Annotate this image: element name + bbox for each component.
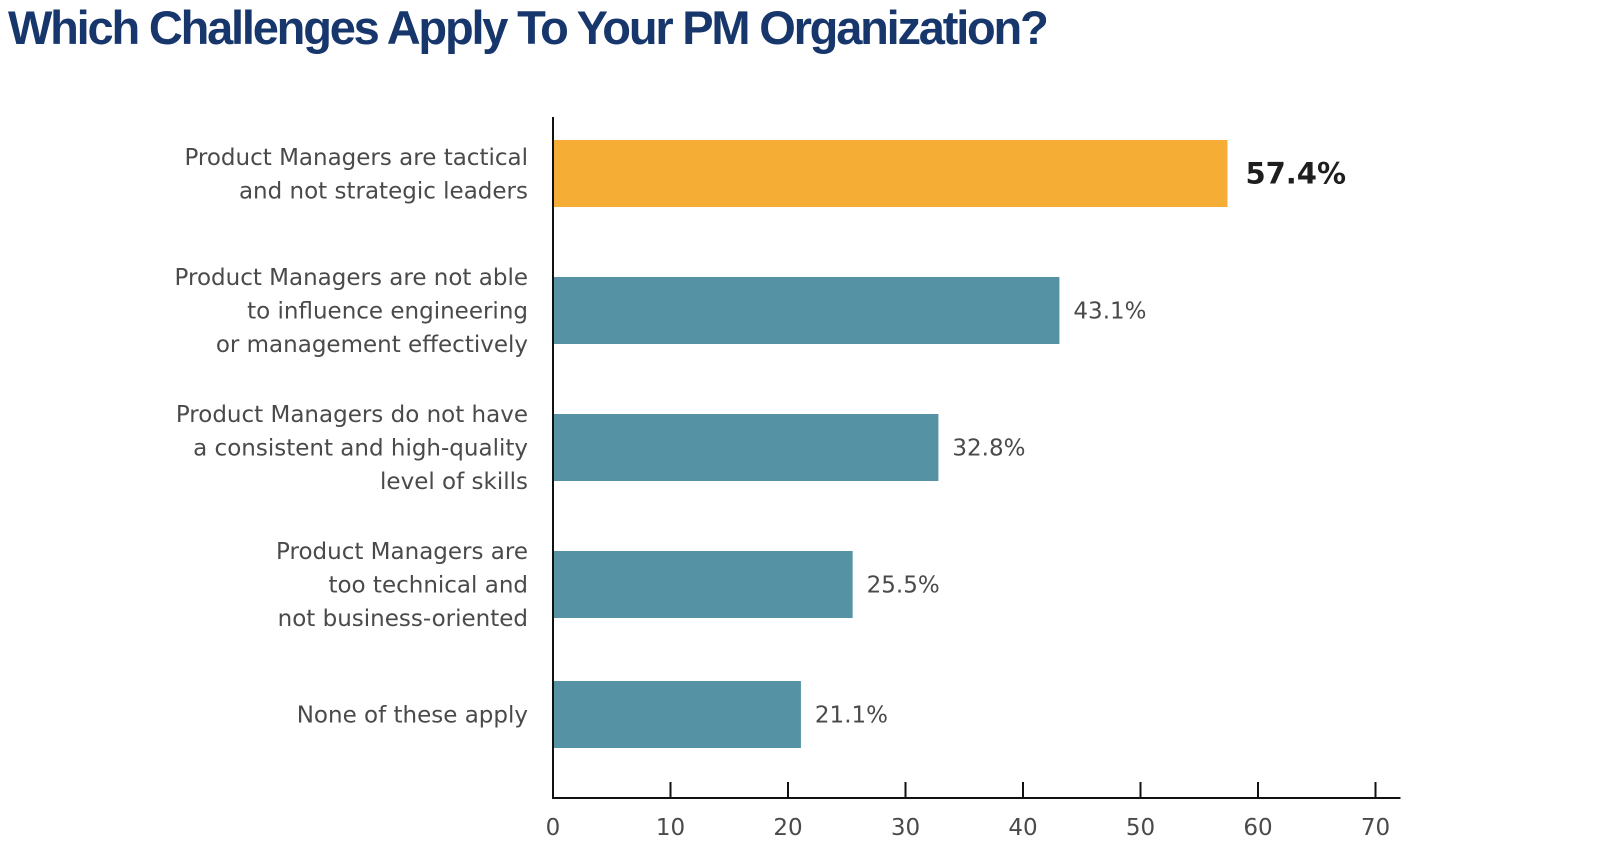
category-label-line: and not strategic leaders	[239, 178, 528, 204]
category-label-line: too technical and	[328, 573, 528, 599]
x-tick-label: 70	[1361, 815, 1390, 841]
bar-4	[553, 551, 853, 618]
category-label-line: to influence engineering	[247, 299, 528, 325]
value-label-2: 43.1%	[1073, 299, 1146, 325]
x-tick-label: 60	[1243, 815, 1272, 841]
category-label-line: Product Managers are not able	[175, 265, 528, 291]
x-tick-label: 0	[546, 815, 561, 841]
bar-5	[553, 681, 801, 748]
category-label-line: None of these apply	[297, 703, 528, 729]
x-tick-label: 20	[773, 815, 802, 841]
category-label-1: Product Managers are tactical and not str…	[184, 145, 528, 205]
category-label-line: level of skills	[380, 469, 528, 495]
value-label-4: 25.5%	[867, 573, 940, 599]
bar-2	[553, 277, 1060, 344]
axes: 0 10 20 30 40 50 60 70	[546, 117, 1401, 841]
category-label-line: Product Managers are	[276, 539, 528, 565]
value-labels: 57.4% 43.1% 32.8% 25.5% 21.1%	[815, 157, 1346, 729]
value-label-1: 57.4%	[1245, 157, 1346, 191]
bars-layer	[553, 140, 1228, 748]
x-tick-label: 10	[656, 815, 685, 841]
x-tick-label: 50	[1126, 815, 1155, 841]
value-label-3: 32.8%	[952, 436, 1025, 462]
category-labels: Product Managers are tactical and not str…	[175, 145, 528, 729]
value-label-5: 21.1%	[815, 703, 888, 729]
chart-title: Which Challenges Apply To Your PM Organi…	[8, 1, 1049, 54]
bar-3	[553, 414, 939, 481]
category-label-5: None of these apply	[297, 703, 528, 729]
category-label-2: Product Managers are not able to influenc…	[175, 265, 528, 358]
x-tick-label: 40	[1008, 815, 1037, 841]
bar-1	[553, 140, 1228, 207]
category-label-line: not business-oriented	[278, 606, 528, 632]
category-label-line: Product Managers do not have	[176, 402, 528, 428]
category-label-3: Product Managers do not have a consistent…	[176, 402, 528, 495]
category-label-4: Product Managers are too technical and not…	[276, 539, 528, 632]
x-tick-label: 30	[891, 815, 920, 841]
category-label-line: a consistent and high-quality	[193, 436, 528, 462]
category-label-line: Product Managers are tactical	[184, 145, 528, 171]
category-label-line: or management effectively	[216, 332, 528, 358]
